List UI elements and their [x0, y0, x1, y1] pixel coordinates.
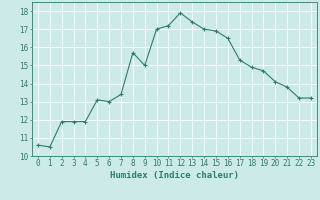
X-axis label: Humidex (Indice chaleur): Humidex (Indice chaleur) [110, 171, 239, 180]
